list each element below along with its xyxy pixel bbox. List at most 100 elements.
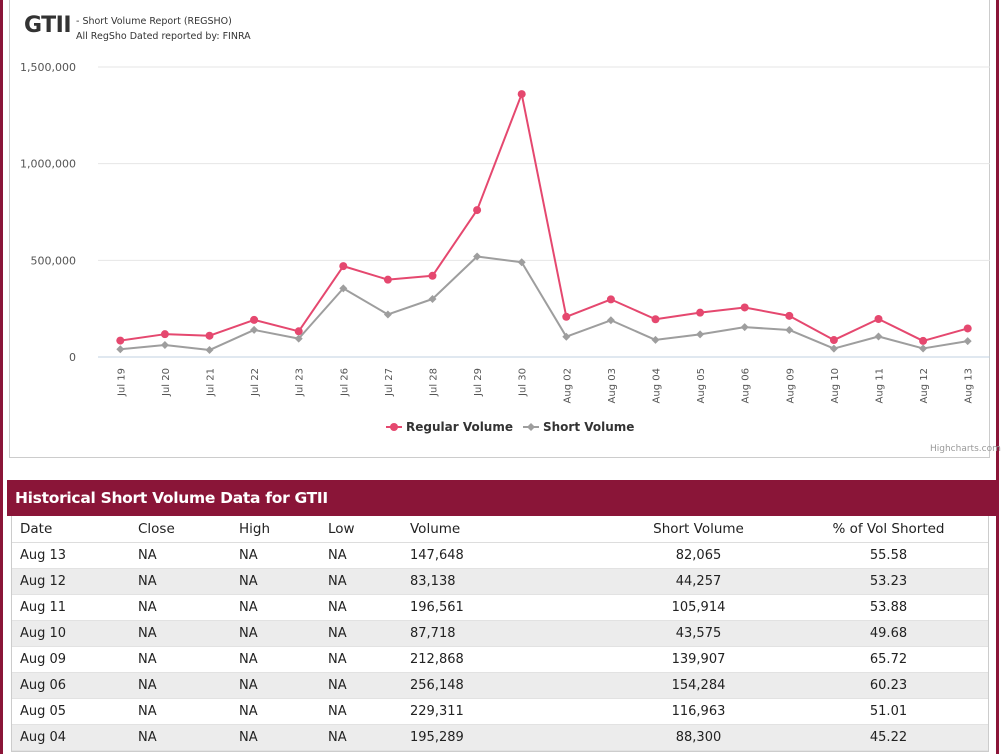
x-tick-label: Jul 20 [161, 368, 172, 397]
regular-volume-point [383, 275, 392, 284]
x-tick-label: Aug 02 [562, 368, 573, 403]
short-volume-point [250, 325, 259, 334]
regular-volume-point [696, 308, 705, 317]
regular-volume-point [116, 336, 125, 345]
regular-volume-point [562, 312, 571, 321]
short-volume-point [651, 335, 660, 344]
regular-volume-point [205, 331, 214, 340]
short-volume-table: Date Close High Low Volume Short Volume … [12, 516, 988, 751]
cell-short-volume: 88,300 [608, 724, 789, 751]
short-volume-point [383, 310, 392, 319]
short-volume-point [517, 258, 526, 267]
short-volume-chart: 0 500,000 1,000,000 1,500,000 Jul 19 Jul 20 Ju… [20, 61, 990, 434]
cell-date: Aug 04 [12, 724, 130, 751]
cell-volume: 87,718 [402, 620, 608, 647]
short-volume-point [116, 345, 125, 354]
x-tick-label: Aug 10 [830, 368, 841, 403]
cell-close: NA [130, 698, 231, 725]
column-header-low: Low [320, 516, 402, 543]
left-accent-bar [0, 0, 3, 754]
cell-volume: 229,311 [402, 698, 608, 725]
cell-high: NA [231, 620, 320, 647]
x-tick-label: Jul 19 [116, 368, 127, 397]
short-volume-point [294, 334, 303, 343]
x-tick-label: Aug 05 [696, 368, 707, 403]
short-volume-point [473, 252, 482, 261]
chart-subtitle-report: - Short Volume Report (REGSHO) [76, 16, 232, 27]
regular-volume-point [250, 315, 259, 324]
cell-high: NA [231, 594, 320, 621]
x-tick-label: Aug 09 [785, 368, 796, 403]
cell-short-volume: 154,284 [608, 672, 789, 699]
cell-high: NA [231, 724, 320, 751]
x-tick-label: Jul 28 [429, 368, 440, 397]
x-tick-label: Jul 26 [339, 368, 350, 397]
cell-low: NA [320, 698, 402, 725]
cell-high: NA [231, 672, 320, 699]
cell-low: NA [320, 568, 402, 595]
x-tick-label: Jul 21 [206, 368, 217, 397]
cell-low: NA [320, 594, 402, 621]
cell-high: NA [231, 646, 320, 673]
column-header-high: High [231, 516, 320, 543]
cell-close: NA [130, 724, 231, 751]
table-row: Aug 04 NA NA NA 195,289 88,300 45.22 [12, 724, 988, 751]
legend-short-volume-label[interactable]: Short Volume [543, 420, 634, 434]
cell-pct-shorted: 51.01 [789, 698, 988, 725]
cell-short-volume: 44,257 [608, 568, 789, 595]
table-row: Aug 05 NA NA NA 229,311 116,963 51.01 [12, 698, 988, 725]
short-volume-point [785, 325, 794, 334]
legend-regular-volume-label[interactable]: Regular Volume [406, 420, 513, 434]
column-header-short-volume: Short Volume [608, 516, 789, 543]
cell-date: Aug 12 [12, 568, 130, 595]
cell-high: NA [231, 698, 320, 725]
cell-date: Aug 05 [12, 698, 130, 725]
cell-volume: 83,138 [402, 568, 608, 595]
table-title: Historical Short Volume Data for GTII [7, 480, 997, 516]
cell-short-volume: 105,914 [608, 594, 789, 621]
cell-date: Aug 11 [12, 594, 130, 621]
cell-close: NA [130, 568, 231, 595]
cell-low: NA [320, 542, 402, 569]
regular-volume-point [160, 330, 169, 339]
cell-short-volume: 139,907 [608, 646, 789, 673]
cell-pct-shorted: 53.88 [789, 594, 988, 621]
cell-volume: 147,648 [402, 542, 608, 569]
table-row: Aug 06 NA NA NA 256,148 154,284 60.23 [12, 672, 988, 699]
table-row: Aug 12 NA NA NA 83,138 44,257 53.23 [12, 568, 988, 595]
cell-high: NA [231, 568, 320, 595]
x-tick-label: Jul 29 [473, 368, 484, 397]
cell-low: NA [320, 646, 402, 673]
regular-volume-point [473, 206, 482, 215]
short-volume-point [562, 332, 571, 341]
chart-subtitle-source: All RegSho Dated reported by: FINRA [76, 31, 251, 42]
short-volume-point [606, 316, 615, 325]
cell-pct-shorted: 65.72 [789, 646, 988, 673]
cell-volume: 196,561 [402, 594, 608, 621]
y-tick-label: 1,500,000 [20, 61, 76, 74]
cell-close: NA [130, 594, 231, 621]
highcharts-credits-link[interactable]: Highcharts.com [930, 444, 1001, 454]
cell-low: NA [320, 672, 402, 699]
column-header-volume: Volume [402, 516, 608, 543]
legend-regular-volume-marker [390, 423, 398, 431]
cell-date: Aug 10 [12, 620, 130, 647]
cell-high: NA [231, 542, 320, 569]
y-tick-label: 500,000 [31, 254, 77, 267]
short-volume-point [205, 346, 214, 355]
table-row: Aug 13 NA NA NA 147,648 82,065 55.58 [12, 542, 988, 569]
table-row: Aug 09 NA NA NA 212,868 139,907 65.72 [12, 646, 988, 673]
regular-volume-point [517, 90, 526, 99]
cell-low: NA [320, 620, 402, 647]
cell-close: NA [130, 620, 231, 647]
column-header-pct-shorted: % of Vol Shorted [789, 516, 988, 543]
historical-data-panel: Historical Short Volume Data for GTII Da… [7, 480, 997, 754]
column-header-close: Close [130, 516, 231, 543]
short-volume-point [963, 337, 972, 346]
regular-volume-point [785, 311, 794, 320]
chart-panel: 0 500,000 1,000,000 1,500,000 Jul 19 Jul 20 Ju… [9, 0, 1001, 458]
regular-volume-point [428, 271, 437, 280]
chart-ticker-title: GTII [24, 13, 72, 38]
cell-pct-shorted: 55.58 [789, 542, 988, 569]
short-volume-line [120, 255, 968, 352]
